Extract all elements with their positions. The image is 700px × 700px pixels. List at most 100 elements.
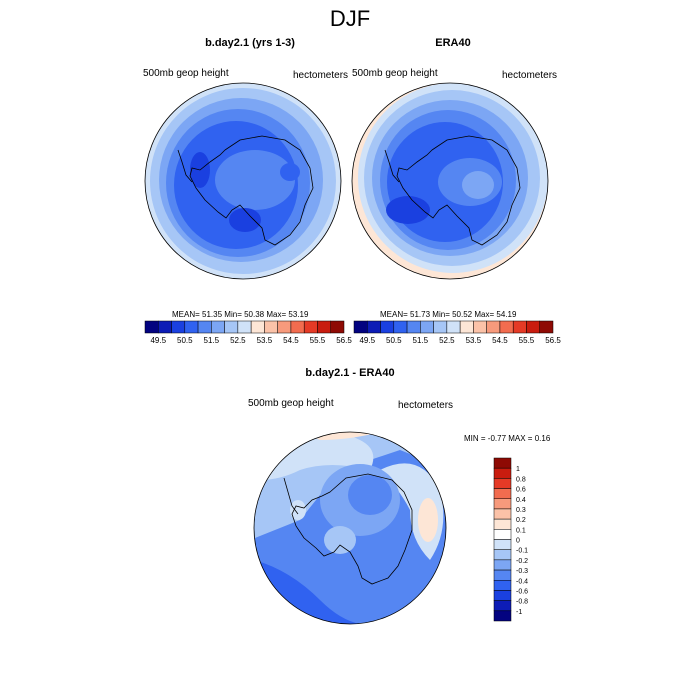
colorbar-tick-label: 55.5 — [519, 336, 535, 345]
colorbar-swatch — [330, 320, 345, 334]
colorbar-swatch — [433, 320, 448, 334]
colorbar-swatch — [493, 610, 512, 622]
panel-model-field-label: 500mb geop height — [143, 68, 229, 79]
colorbar-diff: 1 0.8 0.6 0.4 0.3 0.2 0.1 0 -0.1 -0.2 -0.3 -0.4 -0.6… — [493, 457, 528, 622]
map-diff — [254, 432, 446, 624]
colorbar-swatch — [473, 320, 487, 334]
colorbar-tick-label: 56.5 — [336, 336, 352, 345]
colorbar-tick-label: -0.2 — [516, 558, 528, 565]
colorbar-swatch — [184, 320, 199, 334]
colorbar-tick-label: 0.2 — [516, 517, 526, 524]
colorbar-swatch — [493, 488, 512, 499]
colorbar-tick-label: 53.5 — [466, 336, 482, 345]
colorbar-swatch — [264, 320, 278, 334]
colorbar-tick-label: -0.4 — [516, 578, 528, 585]
colorbar-swatch — [493, 508, 512, 520]
antarctica-coast-model — [177, 135, 314, 246]
colorbar-swatch — [493, 580, 512, 591]
colorbar-swatch — [493, 600, 512, 612]
colorbar-swatch — [367, 320, 381, 334]
colorbar-tick-label: 52.5 — [439, 336, 455, 345]
panel-era40-units-label: hectometers — [502, 70, 558, 81]
colorbar-swatch — [237, 320, 252, 334]
map-era40 — [352, 83, 548, 279]
panel-model-units-label: hectometers — [293, 70, 349, 81]
colorbar-tick-label: 0.6 — [516, 487, 526, 494]
colorbar-swatch — [290, 320, 305, 334]
colorbar-tick-label: 56.5 — [545, 336, 561, 345]
colorbar-tick-label: 0 — [516, 538, 520, 545]
colorbar-swatch — [211, 320, 225, 334]
colorbar-swatch — [493, 559, 512, 571]
colorbar-swatch — [493, 549, 512, 561]
colorbar-tick-label: 50.5 — [386, 336, 402, 345]
stats-era40: MEAN= 51.73 Min= 50.52 Max= 54.19 — [380, 310, 517, 319]
colorbar-tick-label: 0.1 — [516, 527, 526, 534]
colorbar-swatch — [171, 320, 186, 334]
colorbar-swatch — [493, 518, 512, 530]
colorbar-swatch — [539, 320, 554, 334]
colorbar-tick-label: 51.5 — [204, 336, 220, 345]
colorbar-tick-label: 54.5 — [492, 336, 508, 345]
colorbar-swatch — [277, 320, 292, 334]
colorbar-tick-label: 55.5 — [310, 336, 326, 345]
colorbar-swatch — [499, 320, 514, 334]
colorbar-swatch — [493, 539, 512, 550]
map-model — [145, 83, 341, 279]
colorbar-swatch — [250, 320, 265, 334]
colorbar-tick-label: -0.8 — [516, 599, 528, 606]
panel-title-diff: b.day2.1 - ERA40 — [305, 367, 395, 379]
colorbar-swatch — [224, 320, 239, 334]
colorbar-tick-label: 52.5 — [230, 336, 246, 345]
colorbar-swatch — [493, 590, 512, 601]
colorbar-swatch — [493, 569, 512, 581]
colorbar-swatch — [493, 478, 512, 489]
colorbar-swatch — [317, 320, 331, 334]
panel-diff-units-label: hectometers — [398, 400, 454, 411]
stats-model: MEAN= 51.35 Min= 50.38 Max= 53.19 — [172, 310, 309, 319]
colorbar-tick-label: 53.5 — [257, 336, 273, 345]
colorbar-swatch — [353, 320, 368, 334]
panel-diff-field-label: 500mb geop height — [248, 398, 334, 409]
colorbar-tick-label: 50.5 — [177, 336, 193, 345]
colorbar-tick-label: 0.4 — [516, 497, 526, 504]
colorbar-swatch — [459, 320, 474, 334]
colorbar-tick-label: -0.3 — [516, 568, 528, 575]
panel-era40-field-label: 500mb geop height — [352, 68, 438, 79]
colorbar-swatch — [446, 320, 461, 334]
colorbar-swatch — [393, 320, 408, 334]
colorbar-tick-label: 54.5 — [283, 336, 299, 345]
colorbar-swatch — [406, 320, 421, 334]
colorbar-swatch — [493, 529, 512, 540]
colorbar-tick-label: 51.5 — [413, 336, 429, 345]
panel-title-era40: ERA40 — [435, 37, 471, 49]
colorbar-tick-label: 49.5 — [150, 336, 166, 345]
panel-title-model: b.day2.1 (yrs 1-3) — [205, 37, 295, 49]
colorbar-tick-label: 1 — [516, 466, 520, 473]
colorbar-swatch — [420, 320, 434, 334]
colorbar-tick-label: 49.5 — [359, 336, 375, 345]
colorbar-tick-label: -0.1 — [516, 548, 528, 555]
colorbar-tick-label: 0.8 — [516, 476, 526, 483]
colorbar-era40: 49.5 50.5 51.5 52.5 53.5 54.5 55.5 56.5 — [353, 320, 561, 345]
colorbar-swatch — [512, 320, 527, 334]
colorbar-tick-label: -0.6 — [516, 588, 528, 595]
colorbar-swatch — [144, 320, 159, 334]
main-title: DJF — [329, 6, 371, 31]
colorbar-swatch — [493, 498, 512, 510]
colorbar-swatch — [486, 320, 501, 334]
antarctica-coast-diff — [283, 473, 413, 585]
colorbar-tick-label: 0.3 — [516, 507, 526, 514]
colorbar-swatch — [526, 320, 540, 334]
colorbar-swatch — [493, 457, 512, 469]
antarctica-coast-era40 — [384, 135, 521, 246]
colorbar-swatch — [380, 320, 395, 334]
colorbar-swatch — [197, 320, 212, 334]
colorbar-tick-label: -1 — [516, 609, 522, 616]
colorbar-model: 49.5 50.5 51.5 52.5 53.5 54.5 55.5 56.5 — [144, 320, 352, 345]
colorbar-swatch — [303, 320, 318, 334]
colorbar-swatch — [493, 467, 512, 479]
stats-diff: MIN = -0.77 MAX = 0.16 — [464, 434, 551, 443]
colorbar-swatch — [158, 320, 172, 334]
